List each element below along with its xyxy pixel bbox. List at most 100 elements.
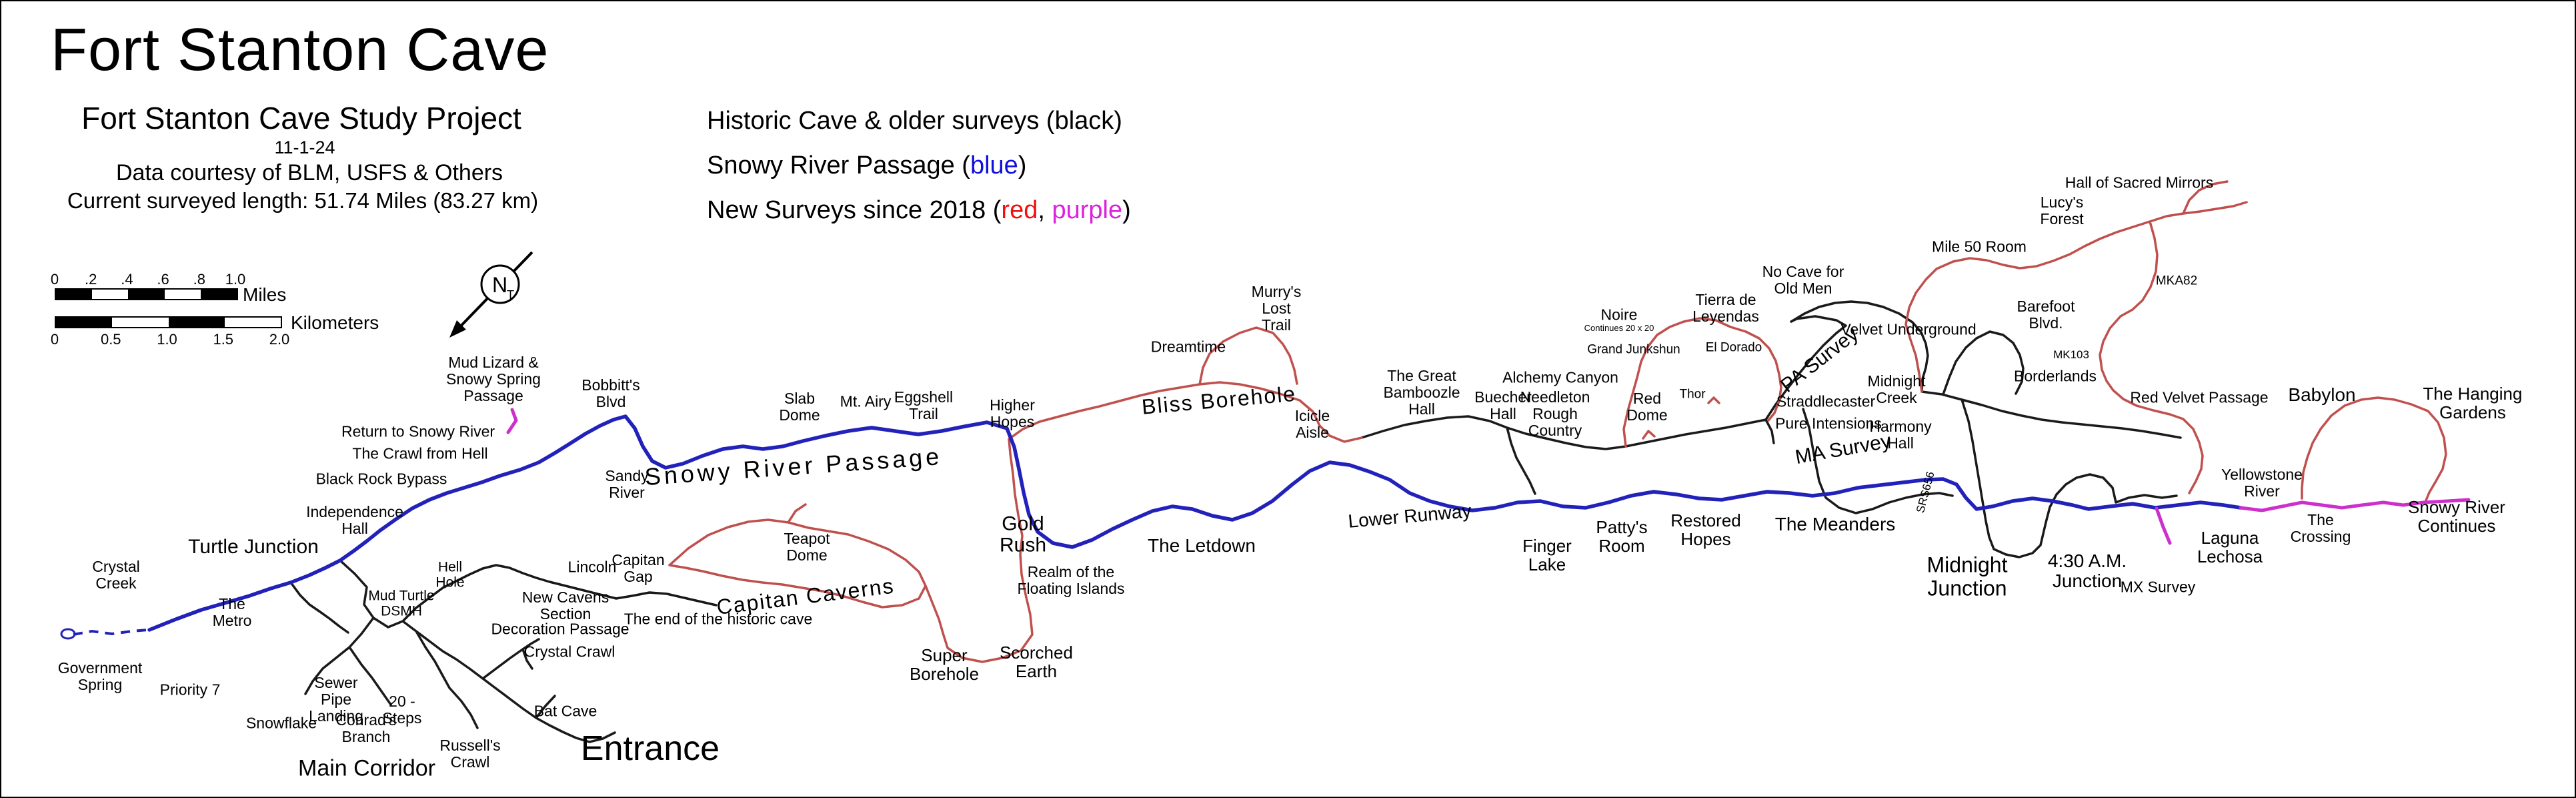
compass-circle [480, 264, 520, 304]
label-new-cavens-section: New Cavens Section [521, 588, 609, 623]
legend-new-pre: New Surveys since 2018 ( [707, 196, 1002, 224]
label-government-spring: Government Spring [57, 659, 143, 693]
label-mka82: MKA82 [2155, 274, 2198, 288]
legend-new-post: ) [1122, 196, 1131, 224]
scale-segment [56, 290, 93, 299]
scale-tick: .6 [157, 271, 169, 288]
scale-tick: 0 [50, 271, 59, 288]
label-mud-turtle-dsmh: Mud Turtle DSMH [368, 588, 435, 619]
label-super-borehole: Super Borehole [909, 645, 980, 684]
label-mud-lizard-snowy-spring-passage: Mud Lizard & Snowy Spring Passage [446, 353, 541, 404]
passage-snowy-river-blue-dashed [73, 629, 149, 636]
label-needleton-rough-country: Needleton Rough Country [1520, 388, 1590, 439]
page-title: Fort Stanton Cave [51, 17, 549, 83]
legend-new-red-word: red [1001, 196, 1038, 224]
label-snowflake: Snowflake [245, 714, 317, 732]
label-hell-hole: Hell Hole [435, 559, 465, 590]
label-bobbitt-s-blvd: Bobbitt's Blvd [581, 376, 640, 410]
scale-tick: 0 [50, 331, 59, 348]
label-restored-hopes: Restored Hopes [1670, 510, 1741, 549]
label-dreamtime: Dreamtime [1150, 338, 1226, 356]
label-crystal-crawl: Crystal Crawl [523, 643, 615, 661]
label-teapot-dome: Teapot Dome [784, 530, 830, 564]
label-yellowstone-river: Yellowstone River [2221, 466, 2303, 500]
scale-segment [224, 318, 281, 327]
scale-segment [112, 318, 169, 327]
label-patty-s-room: Patty's Room [1596, 516, 1648, 556]
label-the-end-of-the-historic-cave: The end of the historic cave [623, 610, 813, 628]
label-the-hanging-gardens: The Hanging Gardens [2423, 383, 2523, 422]
km-ticks: 0 0.5 1.0 1.5 2.0 [1, 331, 2575, 348]
label-bat-cave: Bat Cave [533, 702, 597, 720]
label-priority-7: Priority 7 [159, 681, 221, 699]
label-harmony-hall: Harmony Hall [1869, 418, 1932, 452]
label-hall-of-sacred-mirrors: Hall of Sacred Mirrors [2065, 173, 2214, 191]
scale-tick: 1.0 [157, 331, 177, 348]
compass-arrowhead-icon [449, 320, 466, 338]
legend-new-purple-word: purple [1052, 196, 1123, 224]
label-murry-s-lost-trail: Murry's Lost Trail [1251, 282, 1302, 334]
label-eggshell-trail: Eggshell Trail [894, 388, 954, 422]
label-mk103: MK103 [2053, 348, 2089, 361]
label-velvet-underground: Velvet Underground [1840, 320, 1977, 338]
label-red-dome: Red Dome [1626, 390, 1668, 424]
scale-bar-miles [55, 288, 238, 300]
scale-tick: 2.0 [269, 331, 290, 348]
label-mx-survey: MX Survey [2120, 578, 2196, 596]
miles-ticks: 0 .2 .4 .6 .8 1.0 [1, 271, 2575, 288]
label-midnight-creek: Midnight Creek [1867, 372, 1926, 406]
legend: Historic Cave & older surveys (black) Sn… [707, 107, 1131, 241]
label-scorched-earth: Scorched Earth [1000, 642, 1073, 681]
label-lucy-s-forest: Lucy's Forest [2040, 193, 2084, 228]
label-mile-50-room: Mile 50 Room [1932, 238, 2027, 256]
label-the-letdown: The Letdown [1148, 534, 1256, 556]
label-pure-intensions: Pure Intensions [1775, 414, 1882, 432]
compass-n: N [492, 273, 507, 297]
legend-new-surveys: New Surveys since 2018 (red, purple) [707, 196, 1131, 225]
legend-snowy-river: Snowy River Passage (blue) [707, 151, 1131, 180]
label-babylon: Babylon [2288, 384, 2356, 405]
label-red-velvet-passage: Red Velvet Passage [2130, 388, 2269, 406]
label-thor: Thor [1679, 387, 1706, 402]
label-snowy-river-continues: Snowy River Continues [2408, 496, 2505, 536]
scale-tick: 0.5 [100, 331, 121, 348]
surveyed-length: Current surveyed length: 51.74 Miles (83… [67, 188, 539, 213]
map-date: 11-1-24 [274, 137, 335, 157]
label-gold-rush: Gold Rush [999, 512, 1047, 556]
label-capitan-gap: Capitan Gap [611, 551, 665, 585]
label-realm-of-the-floating-islands: Realm of the Floating Islands [1017, 563, 1125, 597]
label-return-to-snowy-river: Return to Snowy River [341, 422, 495, 440]
data-credit: Data courtesy of BLM, USFS & Others [115, 160, 503, 185]
label-the-crossing: The Crossing [2290, 511, 2351, 545]
scale-segment [56, 318, 113, 327]
scale-tick: .8 [193, 271, 205, 288]
page-subtitle: Fort Stanton Cave Study Project [81, 101, 521, 135]
legend-historic-text: Historic Cave & older surveys (black) [707, 107, 1122, 135]
label-mt-airy: Mt. Airy [840, 392, 892, 410]
label-el-dorado: El Dorado [1705, 340, 1762, 355]
label-main-corridor: Main Corridor [298, 755, 435, 781]
label-slab-dome: Slab Dome [779, 390, 820, 424]
label-sewer-pipe-landing: Sewer Pipe Landing [309, 673, 363, 725]
label-entrance: Entrance [580, 729, 720, 768]
scale-tick: .4 [121, 271, 133, 288]
legend-historic: Historic Cave & older surveys (black) [707, 107, 1131, 135]
government-spring-marker [60, 628, 76, 640]
label-the-metro: The Metro [212, 595, 252, 629]
scale-segment [200, 290, 237, 299]
label-the-crawl-from-hell: The Crawl from Hell [352, 444, 488, 462]
passage-new-survey-red [668, 180, 2447, 663]
label-the-meanders: The Meanders [1774, 513, 1896, 534]
scale-segment [168, 318, 225, 327]
label-tierra-de-leyendas: Tierra de Leyendas [1692, 291, 1759, 325]
label-continues-20-x-20: Continues 20 x 20 [1584, 322, 1654, 333]
scale-tick: .2 [85, 271, 97, 288]
scale-bar-km [55, 316, 282, 328]
passage-new-survey-purple [506, 408, 2471, 545]
legend-snowy-post: ) [1018, 151, 1027, 179]
label-noire: Noire [1600, 306, 1638, 324]
kilometers-label: Kilometers [291, 312, 379, 333]
miles-label: Miles [243, 284, 287, 305]
